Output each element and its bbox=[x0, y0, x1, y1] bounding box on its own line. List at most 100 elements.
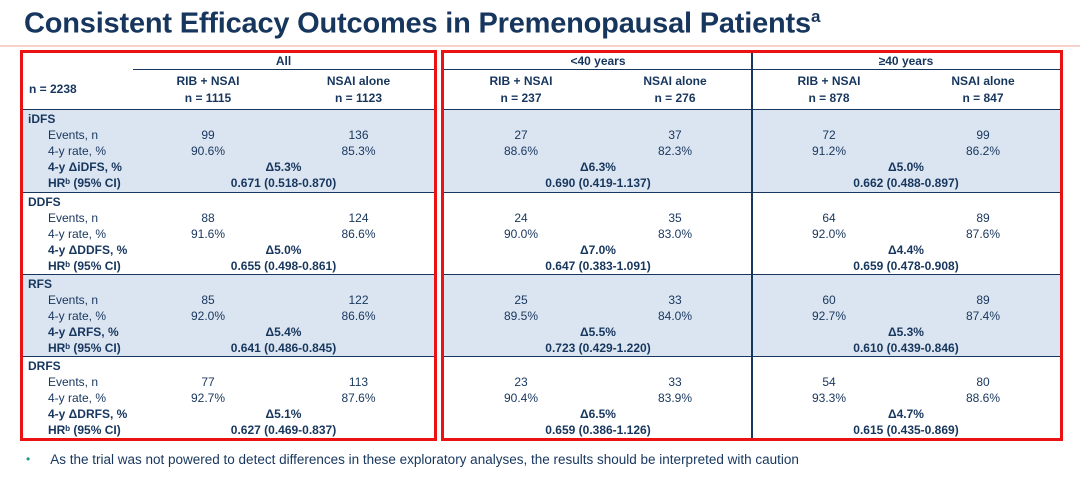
efficacy-table: All n = 2238 RIB + NSAI n = 1115 NSAI al… bbox=[20, 49, 1080, 441]
row-label: HRᵇ (95% CI) bbox=[48, 175, 121, 190]
cell-hr: 0.655 (0.498-0.861) bbox=[230, 258, 337, 273]
cell-value: 82.3% bbox=[657, 143, 693, 158]
cell-hr: 0.615 (0.435-0.869) bbox=[853, 422, 959, 437]
row-label: 4-y rate, % bbox=[48, 390, 107, 405]
cell-delta: Δ7.0% bbox=[580, 242, 616, 257]
group-header-all: All bbox=[133, 53, 434, 70]
row-label: 4-y ΔDDFS, % bbox=[48, 242, 128, 257]
cell-value: 124 bbox=[348, 210, 369, 225]
cell-value: 113 bbox=[348, 374, 369, 389]
cell-hr: 0.723 (0.429-1.220) bbox=[545, 340, 651, 355]
cell-value: 99 bbox=[201, 127, 215, 142]
row-label: HRᵇ (95% CI) bbox=[48, 258, 121, 273]
cell-value: 33 bbox=[668, 292, 682, 307]
cell-delta: Δ5.4% bbox=[265, 324, 302, 339]
cell-value: 72 bbox=[822, 127, 836, 142]
arm-n: n = 1115 bbox=[184, 90, 232, 105]
cell-value: 85.3% bbox=[341, 143, 376, 158]
cell-value: 89 bbox=[976, 210, 990, 225]
cell-value: 87.6% bbox=[341, 390, 376, 405]
cell-delta: Δ5.0% bbox=[265, 242, 302, 257]
title-divider bbox=[0, 44, 1080, 47]
cell-hr: 0.641 (0.486-0.845) bbox=[230, 340, 337, 355]
row-label: 4-y rate, % bbox=[48, 143, 107, 158]
arm-n: n = 847 bbox=[962, 90, 1004, 105]
section-drfs-all: DRFS Events, n 77 113 4-y rate, % 92.7% 87.6… bbox=[23, 355, 434, 438]
cell-value: 87.6% bbox=[965, 226, 1001, 241]
cell-delta: Δ5.3% bbox=[265, 159, 302, 174]
cell-delta: Δ6.3% bbox=[580, 159, 616, 174]
total-n-label: n = 2238 bbox=[29, 82, 77, 97]
cell-delta: Δ4.4% bbox=[888, 242, 924, 257]
page-title-superscript: a bbox=[810, 7, 821, 26]
cell-value: 90.6% bbox=[190, 143, 226, 158]
section-title: RFS bbox=[28, 276, 52, 291]
arm-header-all-nsai: NSAI alone n = 1123 bbox=[283, 70, 434, 109]
group-header-over40: ≥40 years bbox=[752, 53, 1060, 70]
arm-n: n = 878 bbox=[808, 90, 850, 105]
arm-header-under40-rib: RIB + NSAI n = 237 bbox=[444, 70, 598, 109]
cell-value: 25 bbox=[514, 292, 528, 307]
cell-value: 90.4% bbox=[503, 390, 539, 405]
cell-value: 122 bbox=[348, 292, 369, 307]
section-title: iDFS bbox=[28, 111, 56, 126]
bullet-icon: • bbox=[26, 451, 31, 466]
cell-value: 88.6% bbox=[503, 143, 539, 158]
page-title-text: Consistent Efficacy Outcomes in Premenop… bbox=[24, 7, 811, 40]
cell-value: 91.2% bbox=[811, 143, 847, 158]
cell-hr: 0.627 (0.469-0.837) bbox=[230, 422, 337, 437]
cell-hr: 0.659 (0.386-1.126) bbox=[545, 422, 651, 437]
section-rfs-all: RFS Events, n 85 122 4-y rate, % 92.0% 86.6%… bbox=[23, 273, 434, 356]
cell-hr: 0.690 (0.419-1.137) bbox=[545, 175, 651, 190]
cell-value: 99 bbox=[976, 127, 990, 142]
cell-value: 80 bbox=[976, 374, 990, 389]
row-label: 4-y ΔDRFS, % bbox=[48, 406, 128, 421]
cell-value: 35 bbox=[668, 210, 682, 225]
cell-value: 83.0% bbox=[657, 226, 693, 241]
row-label: HRᵇ (95% CI) bbox=[48, 340, 121, 355]
cell-value: 83.9% bbox=[657, 390, 693, 405]
arm-name: RIB + NSAI bbox=[797, 73, 861, 88]
cell-delta: Δ5.5% bbox=[580, 324, 616, 339]
row-label: Events, n bbox=[48, 210, 99, 225]
cell-value: 86.2% bbox=[965, 143, 1001, 158]
row-label: Events, n bbox=[48, 127, 99, 142]
row-label: Events, n bbox=[48, 292, 99, 307]
cell-value: 33 bbox=[668, 374, 682, 389]
footnote-text: As the trial was not powered to detect d… bbox=[50, 451, 799, 467]
arm-header-under40-nsai: NSAI alone n = 276 bbox=[598, 70, 752, 109]
cell-value: 84.0% bbox=[657, 308, 693, 323]
cell-value: 86.6% bbox=[341, 308, 376, 323]
cell-hr: 0.671 (0.518-0.870) bbox=[230, 175, 337, 190]
cell-delta: Δ5.0% bbox=[888, 159, 924, 174]
cell-hr: 0.659 (0.478-0.908) bbox=[853, 258, 959, 273]
cell-delta: Δ5.1% bbox=[265, 406, 302, 421]
cell-value: 85 bbox=[201, 292, 215, 307]
cell-value: 90.0% bbox=[503, 226, 539, 241]
section-title: DDFS bbox=[28, 194, 61, 209]
header-spacer bbox=[23, 53, 133, 70]
row-label: 4-y ΔiDFS, % bbox=[48, 159, 122, 174]
row-label: HRᵇ (95% CI) bbox=[48, 422, 121, 437]
cell-value: 136 bbox=[348, 127, 369, 142]
cell-value: 93.3% bbox=[811, 390, 847, 405]
arm-n: n = 276 bbox=[654, 90, 696, 105]
arm-name: NSAI alone bbox=[643, 73, 707, 88]
cell-value: 27 bbox=[514, 127, 528, 142]
arm-header-row-all: n = 2238 RIB + NSAI n = 1115 NSAI alone … bbox=[23, 70, 434, 110]
arm-n: n = 1123 bbox=[334, 90, 383, 105]
cell-value: 92.7% bbox=[811, 308, 847, 323]
panel-age-subgroups: <40 years ≥40 years RIB + NSAI n = 237 N… bbox=[441, 49, 1063, 441]
arm-name: RIB + NSAI bbox=[489, 73, 553, 88]
cell-value: 89.5% bbox=[503, 308, 539, 323]
cell-value: 24 bbox=[514, 210, 528, 225]
panel-all: All n = 2238 RIB + NSAI n = 1115 NSAI al… bbox=[20, 49, 437, 441]
arm-header-over40-rib: RIB + NSAI n = 878 bbox=[752, 70, 906, 109]
footnote: • As the trial was not powered to detect … bbox=[26, 452, 1080, 467]
cell-value: 54 bbox=[822, 374, 836, 389]
section-idfs-all: iDFS Events, n 99 136 4-y rate, % 90.6% 85.3… bbox=[23, 109, 434, 192]
cell-hr: 0.610 (0.439-0.846) bbox=[853, 340, 959, 355]
cell-delta: Δ6.5% bbox=[580, 406, 616, 421]
cell-hr: 0.647 (0.383-1.091) bbox=[545, 258, 651, 273]
cell-value: 92.7% bbox=[190, 390, 226, 405]
